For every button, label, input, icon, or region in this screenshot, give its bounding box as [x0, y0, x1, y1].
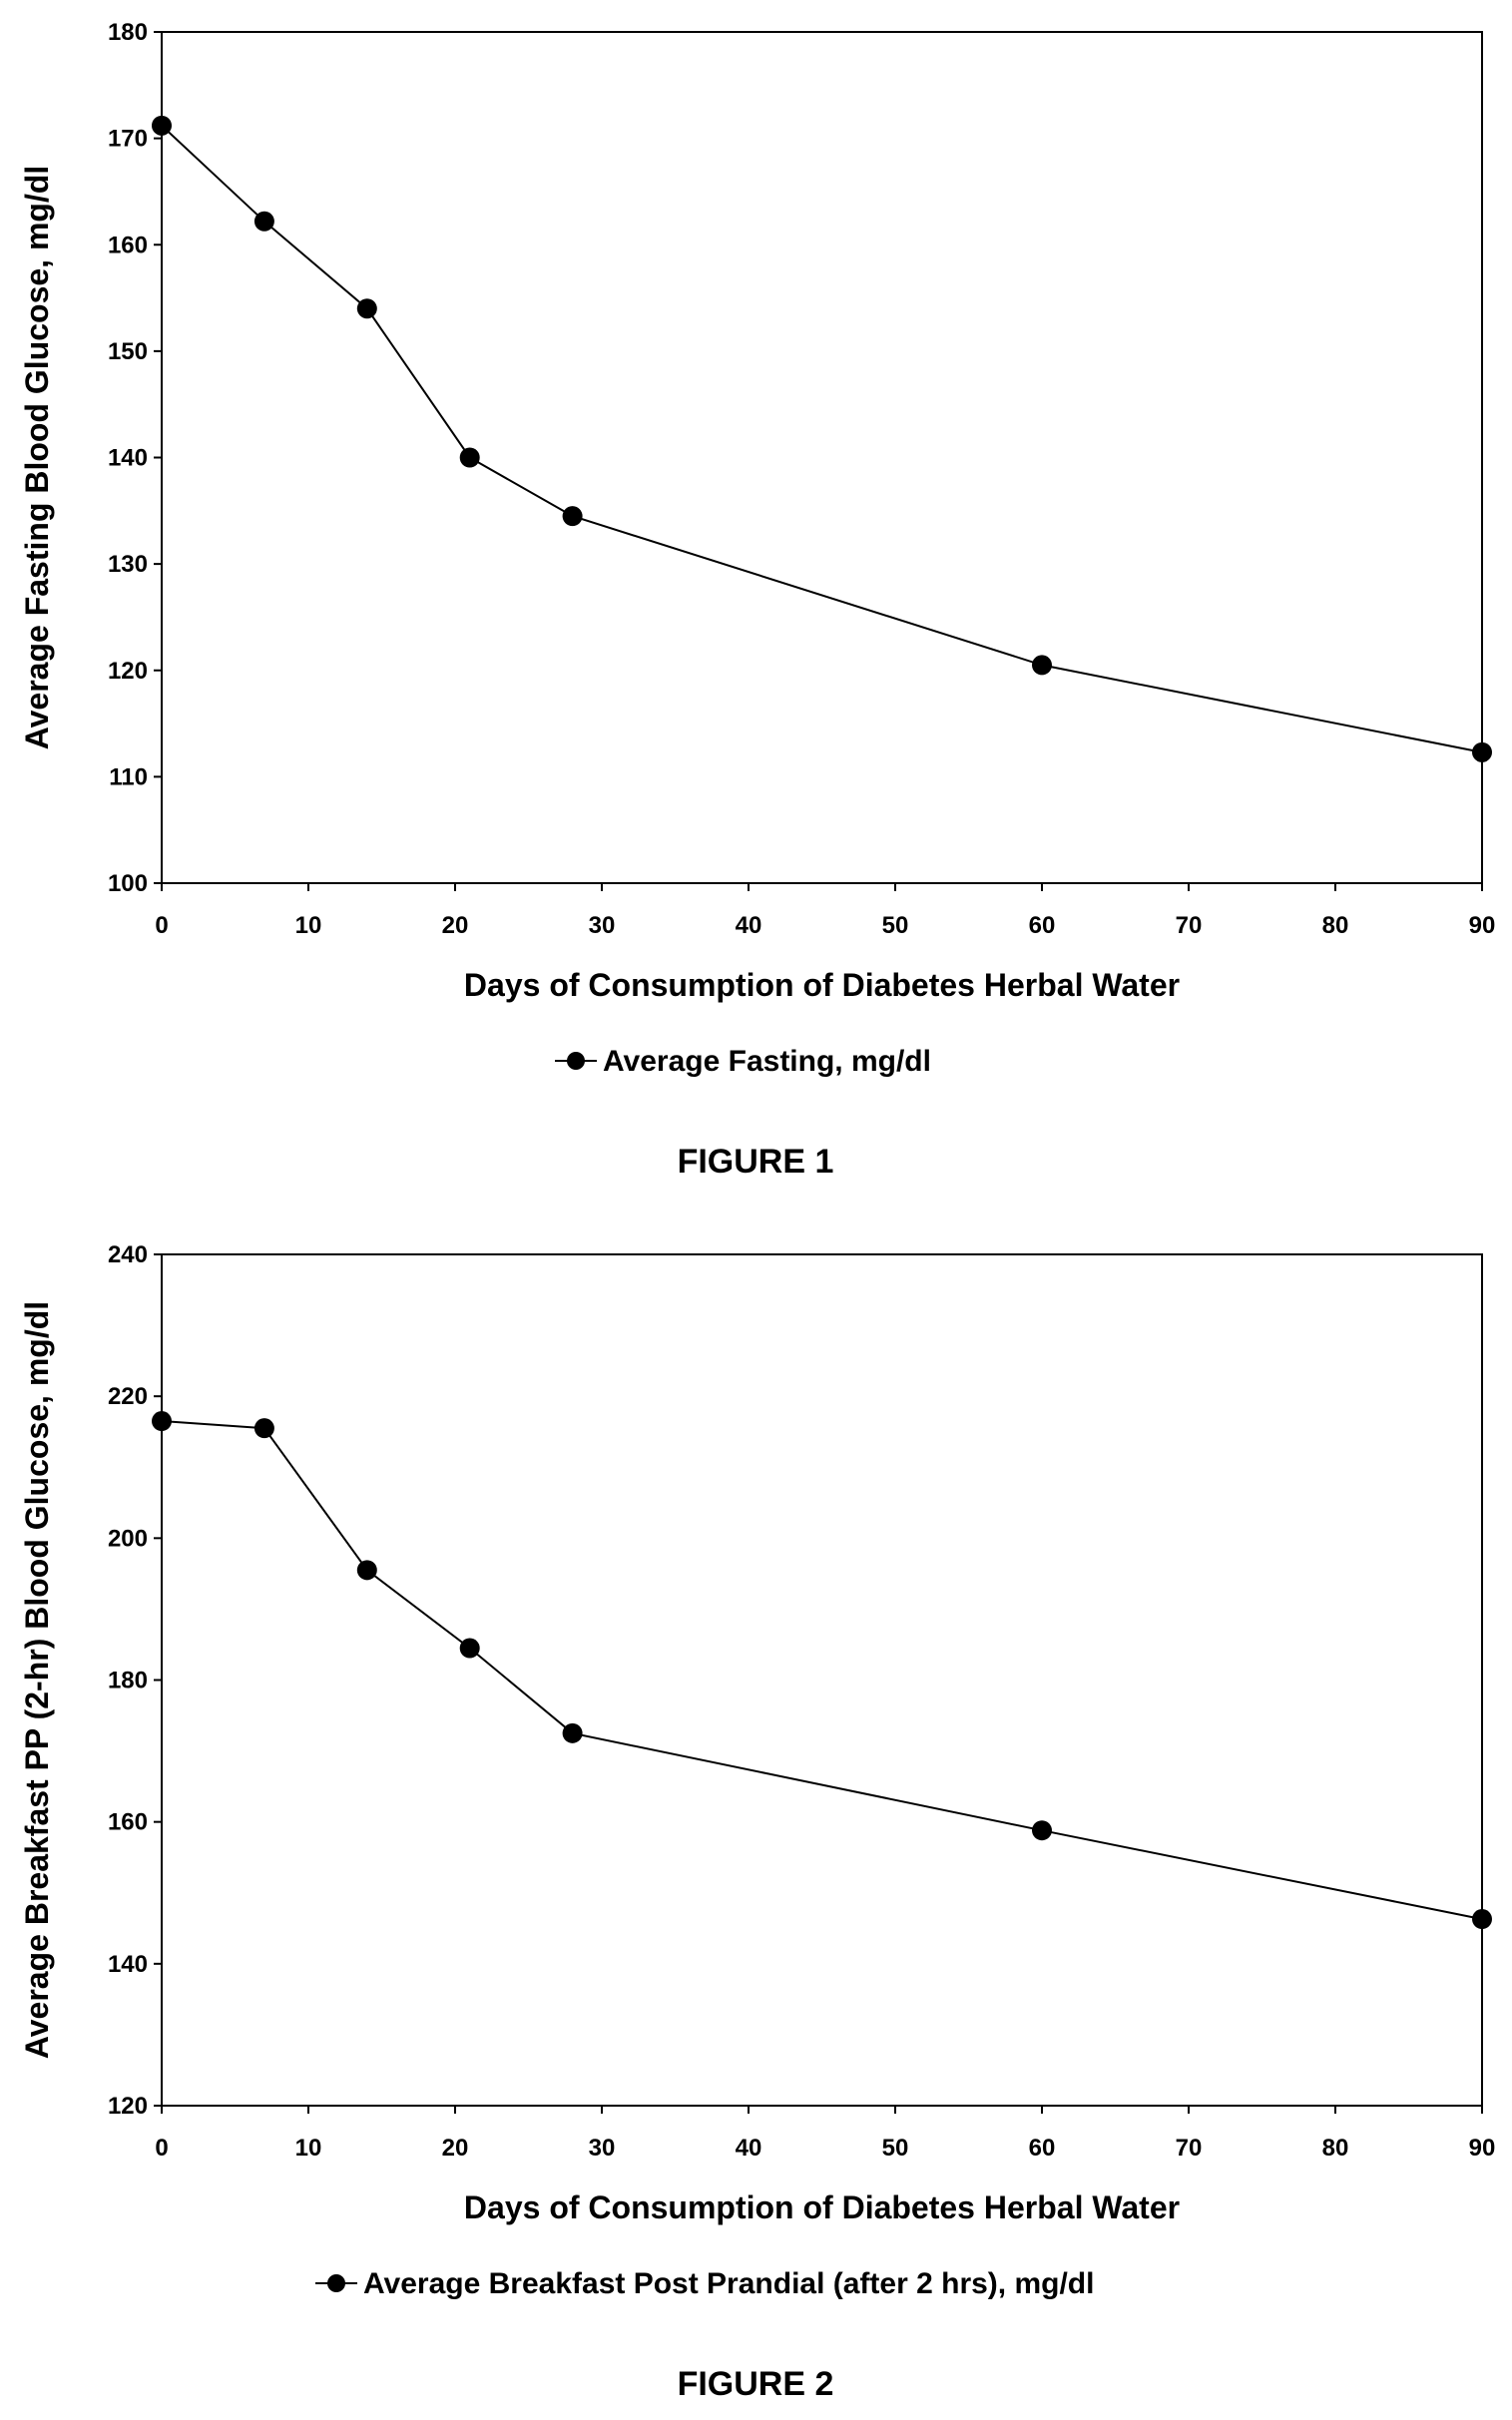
y-axis-title: Average Breakfast PP (2-hr) Blood Glucos…: [19, 1301, 55, 2059]
x-tick-label: 70: [1176, 2135, 1203, 2162]
y-tick-label: 130: [108, 551, 148, 578]
x-tick-label: 40: [736, 912, 762, 939]
x-tick-label: 80: [1322, 2135, 1349, 2162]
x-tick-label: 90: [1469, 912, 1496, 939]
data-point: [562, 506, 583, 527]
x-tick-label: 60: [1029, 912, 1056, 939]
x-tick-label: 0: [155, 2135, 168, 2162]
legend-label: Average Fasting, mg/dl: [603, 1045, 931, 1078]
data-point: [253, 1418, 274, 1439]
legend-marker: [567, 1052, 585, 1070]
x-tick-label: 70: [1176, 912, 1203, 939]
data-point: [356, 1560, 377, 1581]
y-tick-label: 170: [108, 126, 148, 153]
data-point: [356, 298, 377, 319]
data-point: [1472, 741, 1492, 762]
x-tick-label: 30: [589, 912, 616, 939]
data-point: [152, 1411, 172, 1432]
plot-area-frame: [161, 31, 1483, 884]
figure-caption: FIGURE 1: [678, 1143, 834, 1181]
x-tick-label: 30: [589, 2135, 616, 2162]
x-tick-label: 50: [882, 2135, 909, 2162]
y-tick-label: 160: [108, 232, 148, 258]
y-tick-label: 180: [108, 1668, 148, 1694]
figure-2-chart: 120 140 160 180 200 220 240 0 10 20 30 40 50 60 70 80 90…: [19, 1241, 1496, 2403]
y-tick-label: 160: [108, 1809, 148, 1836]
legend-label: Average Breakfast Post Prandial (after 2…: [363, 2267, 1094, 2300]
y-tick-label: 140: [108, 1951, 148, 1978]
data-point: [1472, 1909, 1492, 1930]
data-point: [1032, 1820, 1052, 1841]
y-tick-label: 180: [108, 19, 148, 46]
legend-marker: [327, 2274, 345, 2292]
figure-caption: FIGURE 2: [678, 2365, 834, 2403]
data-point: [459, 447, 480, 468]
x-tick-label: 20: [442, 912, 469, 939]
x-tick-label: 20: [442, 2135, 469, 2162]
x-tick-label: 40: [736, 2135, 762, 2162]
y-tick-label: 120: [108, 658, 148, 685]
x-tick-label: 50: [882, 912, 909, 939]
y-tick-label: 240: [108, 1241, 148, 1268]
data-point: [1032, 655, 1052, 676]
y-tick-label: 220: [108, 1383, 148, 1410]
x-axis-title: Days of Consumption of Diabetes Herbal W…: [464, 2189, 1180, 2225]
series-line: [161, 125, 1483, 753]
data-point: [459, 1638, 480, 1659]
x-tick-label: 90: [1469, 2135, 1496, 2162]
data-point: [152, 115, 172, 136]
y-tick-label: 110: [109, 763, 148, 790]
x-tick-label: 80: [1322, 912, 1349, 939]
data-point: [562, 1722, 583, 1743]
y-axis-title: Average Fasting Blood Glucose, mg/dl: [19, 166, 55, 750]
plot-area-frame: [161, 1253, 1483, 2107]
x-tick-label: 10: [295, 912, 322, 939]
data-point: [253, 211, 274, 232]
y-tick-label: 100: [108, 870, 148, 897]
y-tick-label: 200: [108, 1525, 148, 1552]
figure-1-chart: 100 110 120 130 140 150 160 170 180 0 10 20 30 40 50 60…: [19, 19, 1496, 1181]
y-tick-label: 120: [108, 2093, 148, 2120]
series-line: [161, 1420, 1483, 1921]
x-tick-label: 0: [155, 912, 168, 939]
x-axis-title: Days of Consumption of Diabetes Herbal W…: [464, 967, 1180, 1003]
y-tick-label: 140: [108, 445, 148, 472]
x-tick-label: 60: [1029, 2135, 1056, 2162]
y-tick-label: 150: [108, 338, 148, 365]
x-tick-label: 10: [295, 2135, 322, 2162]
